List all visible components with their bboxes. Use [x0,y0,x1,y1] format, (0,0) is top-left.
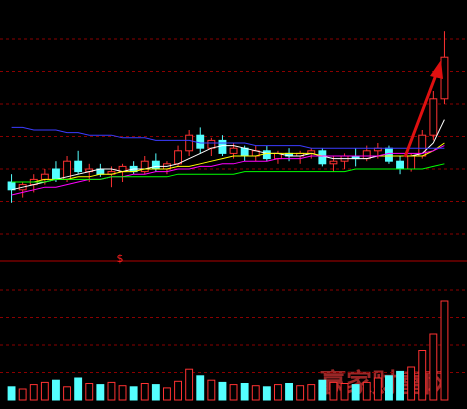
volume-bar [240,383,249,401]
candle-body [74,160,83,173]
volume-bar [229,384,238,401]
volume-bar [140,383,149,401]
volume-bar [296,385,305,401]
volume-bar [329,381,338,401]
candle-body [196,134,205,149]
volume-bar [29,384,38,401]
candle-body [429,98,438,136]
candle-body [140,160,149,173]
volume-bar [96,384,105,401]
moving-average-line [11,126,445,149]
volume-bar [407,366,416,401]
candle-body [40,173,49,180]
volume-bar [129,386,138,401]
volume-bar [196,375,205,401]
candle-body [229,147,238,154]
volume-bar [7,386,16,401]
candle-body [52,168,60,180]
candle-body [185,134,194,152]
volume-bar [163,387,171,401]
volume-bar [85,383,94,401]
volume-bar [362,381,371,401]
candle-body [329,160,338,165]
candle-body [362,150,371,160]
moving-average-line [11,163,445,183]
volume-bar [118,385,127,401]
volume-bar [18,388,27,401]
moving-average-line [11,145,445,196]
arrow-shaft [403,71,439,158]
volume-bar [63,386,71,401]
moving-average-line [11,119,445,191]
volume-bar [440,300,449,401]
candle-body [174,150,182,165]
marker: $ [117,252,124,265]
volume-bar [274,384,282,401]
candle-body [407,155,416,170]
candle-body [262,150,271,160]
volume-bar [373,377,382,401]
volume-bar [251,385,260,401]
volume-bar [174,380,182,401]
volume-bar [340,383,349,401]
candle-body [240,147,249,157]
candle-body [218,139,227,154]
volume-bar [262,386,271,401]
volume-bar [351,384,360,401]
volume-bar [207,379,216,401]
candle-body [151,160,160,170]
volume-bar [307,384,316,401]
volume-bar [318,379,327,401]
volume-bar [285,383,293,401]
volume-bar [74,377,83,401]
volume-bar [185,368,194,401]
candle-body [318,150,327,165]
volume-bar [385,375,393,401]
candle-body [207,139,216,149]
volume-bar [40,381,49,401]
volume-bar [429,333,438,401]
volume-bar [418,350,427,401]
candle-body [7,181,16,191]
volume-bar [151,384,160,401]
volume-bar [52,379,60,401]
volume-bar [218,381,227,401]
volume-bar [107,381,116,401]
candle-body [396,160,404,170]
candle-body [385,147,393,162]
volume-bar [396,370,404,401]
arrow-head [430,60,443,79]
